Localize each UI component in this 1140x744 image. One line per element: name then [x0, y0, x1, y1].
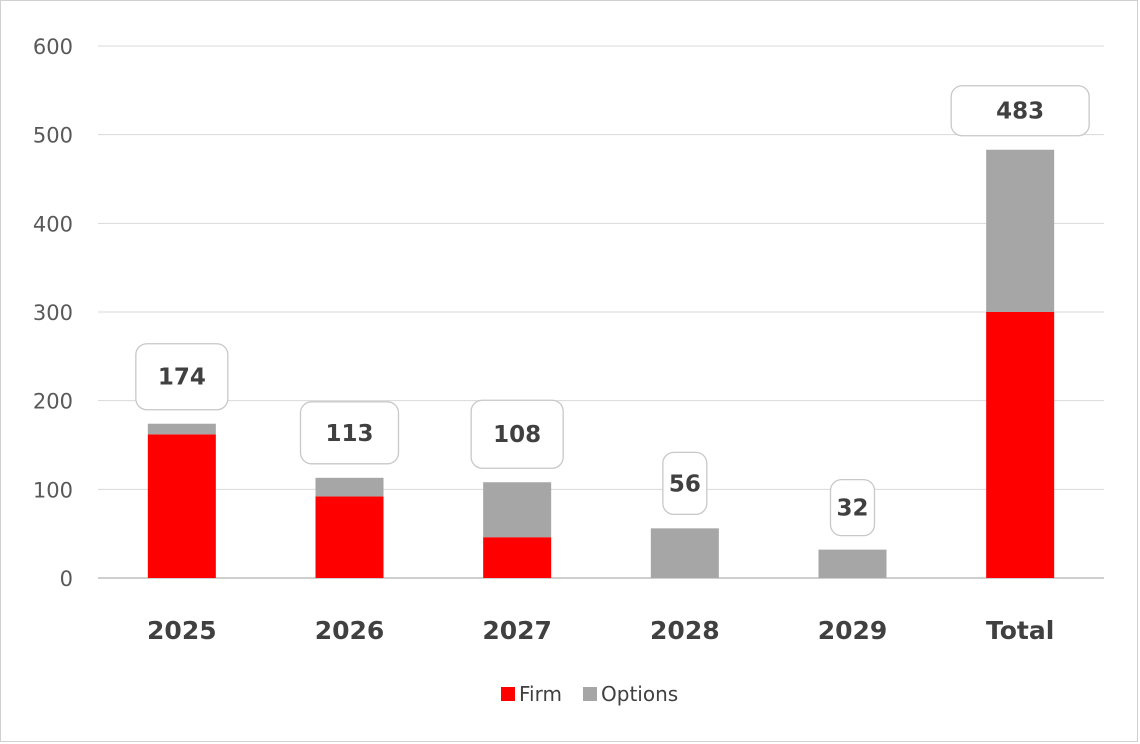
- data-label-box: [135, 343, 229, 411]
- x-tick-label: Total: [986, 616, 1054, 645]
- data-label-box: [950, 85, 1090, 137]
- x-tick-label: 2026: [315, 616, 385, 645]
- data-label-box: [829, 478, 876, 537]
- data-label-callout: 113: [299, 401, 400, 465]
- data-label: 108: [493, 422, 541, 448]
- x-tick-label: 2029: [818, 616, 888, 645]
- data-labels: 174 113 108 56 32 483: [135, 85, 1090, 537]
- legend-label-options: Options: [601, 682, 678, 706]
- bar-firm-2025: [147, 434, 216, 578]
- data-label: 483: [996, 99, 1044, 125]
- bar-options-total: [986, 149, 1055, 312]
- bar-firm-2027: [483, 537, 552, 578]
- x-tick-label: 2028: [650, 616, 720, 645]
- bar-options-2025: [147, 423, 216, 435]
- data-label-box: [662, 451, 708, 515]
- legend: Firm Options: [501, 682, 678, 706]
- bar-options-2028: [650, 528, 719, 578]
- y-tick-label: 300: [33, 301, 73, 325]
- data-label-box: [470, 399, 564, 469]
- data-label-callout: 108: [470, 399, 564, 469]
- y-tick-label: 200: [33, 390, 73, 414]
- data-label: 174: [158, 365, 206, 391]
- y-tick-label: 400: [33, 212, 73, 236]
- data-label-callout: 483: [950, 85, 1090, 137]
- data-label: 32: [836, 496, 868, 522]
- data-label-box: [299, 401, 400, 465]
- data-label-callout: 174: [135, 343, 229, 411]
- bars: 2025 2026 2027 2028 2029 Total: [147, 149, 1055, 645]
- y-axis: 0 100 200 300 400 500 600: [33, 35, 73, 591]
- legend-swatch-options: [583, 687, 597, 701]
- data-label-callout: 32: [829, 478, 876, 537]
- bar-options-2026: [315, 477, 384, 497]
- data-label: 113: [325, 421, 373, 447]
- y-tick-label: 500: [33, 124, 73, 148]
- bar-firm-2026: [315, 496, 384, 578]
- legend-label-firm: Firm: [519, 682, 562, 706]
- bar-options-2029: [818, 549, 887, 578]
- data-label: 56: [669, 471, 701, 497]
- legend-swatch-firm: [501, 687, 515, 701]
- y-tick-label: 100: [33, 478, 73, 502]
- gridlines: [98, 45, 1104, 579]
- bar-firm-total: [986, 312, 1055, 578]
- x-tick-label: 2027: [482, 616, 552, 645]
- y-tick-label: 0: [60, 567, 73, 591]
- x-tick-label: 2025: [147, 616, 217, 645]
- data-label-callout: 56: [662, 451, 708, 515]
- bar-options-2027: [483, 482, 552, 538]
- y-tick-label: 600: [33, 35, 73, 59]
